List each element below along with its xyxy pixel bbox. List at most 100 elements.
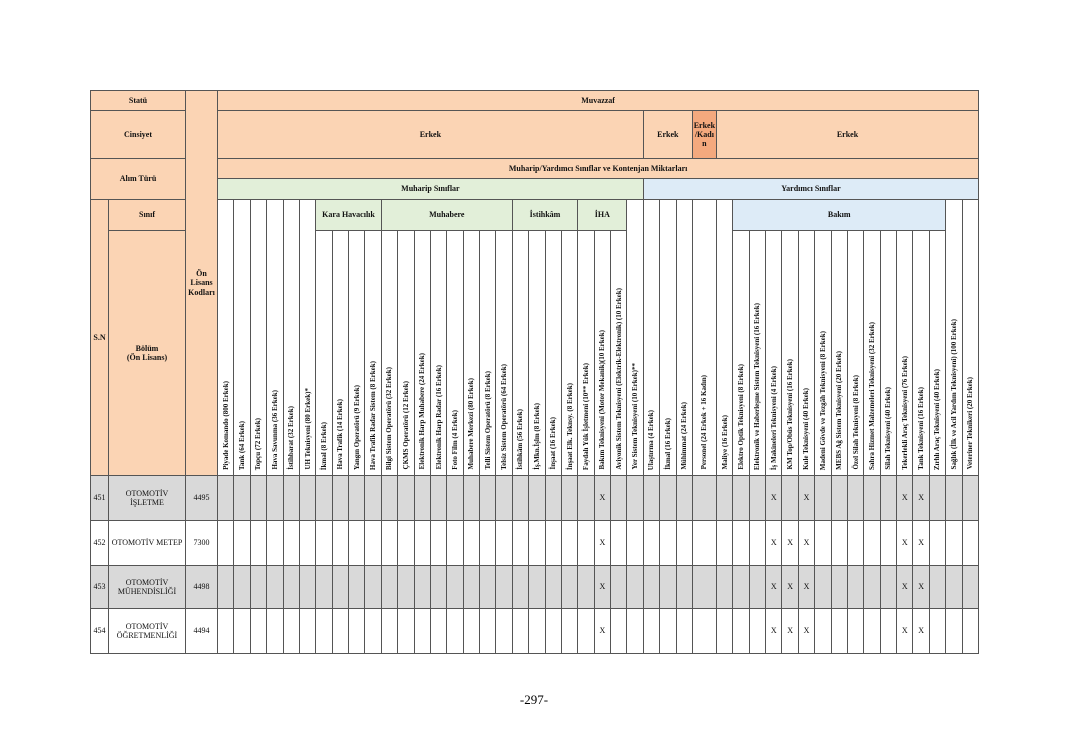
mark-cell [217,565,235,609]
mark-cell [675,520,693,566]
mark-cell [814,520,832,566]
mark-cell [462,520,481,566]
class-column: Tank Teknisyeni (16 Erkek) [912,230,930,476]
class-column: Maliye (16 Erkek) [715,199,734,476]
mark-cell [249,608,268,654]
mark-cell [863,608,881,654]
table-row: Bölüm (Ön Lisans) İkmal (8 Erkek) Hava Tra… [91,230,979,476]
mark-cell [233,608,251,654]
column-label: Muhabere Merkezi (80 Erkek) [467,378,476,470]
class-column: İstihbarat (32 Erkek) [282,199,300,476]
mark-cell [495,608,513,654]
mark-cell [846,565,865,609]
mark-cell [413,520,431,566]
class-column: Hava Trafik (14 Erkek) [331,230,350,476]
mark-cell: X [896,475,914,521]
column-label: Silah Teknisyeni (40 Erkek) [884,387,893,470]
program-cell: OTOMOTİV MÜHENDİSLİĞİ [107,565,187,609]
mark-cell [266,475,284,521]
mark-cell [626,565,644,609]
mark-cell [732,520,750,566]
mark-cell [928,608,947,654]
column-label: Zırhlı Araç Teknisyeni (40 Erkek) [933,368,942,470]
mark-cell [691,565,717,609]
mark-cell: X [593,520,612,566]
mark-cell [380,608,399,654]
column-label: Sağlık (İlk ve Acil Yardım Teknisyeni) (… [949,319,958,470]
mark-cell: X [797,608,816,654]
mark-cell [528,608,546,654]
column-label: Özel Silah Teknisyeni (8 Erkek) [851,375,860,470]
table-row: Muharip Sınıflar Yardımcı Sınıflar [91,178,980,200]
header-value: Muvazzaf [217,90,980,111]
class-column: Hava Trafik Radar Sistem (8 Erkek) [364,230,382,476]
mark-cell [830,565,848,609]
mark-cell [577,608,595,654]
mark-cell: X [797,565,816,609]
mark-cell [397,608,415,654]
column-label: Sahra Hizmet Malzemeleri Teknisyeni (32 … [867,321,876,470]
class-column: Tank (64 Erkek) [233,199,251,476]
mark-cell [315,475,333,521]
column-label: Piyade Komando (800 Erkek) [221,380,230,470]
column-label: Topçu (72 Erkek) [254,417,263,470]
class-column: Ulaştırma (4 Erkek) [642,199,661,476]
mark-cell: X [797,520,816,566]
mark-cell [691,520,717,566]
mark-cell [659,520,677,566]
column-label: Hava Trafik (14 Erkek) [336,399,345,470]
mark-cell [249,520,268,566]
class-column: Sağlık (İlk ve Acil Yardım Teknisyeni) (… [945,199,963,476]
mark-cell [544,520,562,566]
mark-cell [429,475,448,521]
mark-cell [691,608,717,654]
mark-cell [781,475,799,521]
mark-cell [642,608,661,654]
class-column: İstihkâm (56 Erkek) [511,230,530,476]
column-label: Telsiz Sistem Operatörü (64 Erkek) [500,363,509,470]
mark-cell [397,565,415,609]
table-row: 453 OTOMOTİV MÜHENDİSLİĞİ 4498 X X X X X X [90,565,980,609]
column-label: Elektronik ve Haberleşme Sistem Teknisye… [753,302,762,470]
mark-cell [675,475,693,521]
mark-cell [298,565,317,609]
code-cell: 4494 [185,608,219,654]
mark-cell: X [912,520,930,566]
mark-cell [331,520,350,566]
mark-cell [626,520,644,566]
class-column: Bakım Teknisyeni (Motor Mekanik)(10 Erke… [593,230,612,476]
class-column: UH Teknisyeni (80 Erkek)* [298,199,317,476]
mark-cell [961,475,980,521]
header-value: Muharip/Yardımcı Sınıflar ve Kontenjan M… [217,158,980,179]
mark-cell [945,520,963,566]
mark-cell [364,520,382,566]
program-cell: OTOMOTİV METEP [107,520,187,566]
mark-cell [846,475,865,521]
mark-cell [429,608,448,654]
class-column: İş Makineleri Teknisyeni (4 Erkek) [765,230,783,476]
quota-table: Statü Ön Lisans Kodları Muvazzaf Cinsiyet Er… [89,90,980,654]
mark-cell [560,475,579,521]
mark-cell: X [912,475,930,521]
mark-cell [846,608,865,654]
mark-cell [659,565,677,609]
column-label: Elektronik Harp Radar (16 Erkek) [434,365,443,470]
mark-cell: X [912,608,930,654]
class-column: Faydalı Yük İşletmeni (10** Erkek) [577,230,595,476]
mark-cell: X [765,565,783,609]
class-column: Sahra Hizmet Malzemeleri Teknisyeni (32 … [863,230,881,476]
mark-cell [511,475,530,521]
gender-cell: Erkek [715,110,980,159]
mark-cell [715,565,734,609]
mark-cell [364,565,382,609]
mark-cell: X [797,475,816,521]
mark-cell [961,565,980,609]
class-column: Silah Teknisyeni (40 Erkek) [879,230,898,476]
mark-cell [830,608,848,654]
mark-cell [610,520,628,566]
header-label: Alım Türü [89,158,187,200]
mark-cell [961,608,980,654]
class-column: İkmal (8 Erkek) [315,230,333,476]
mark-cell: X [765,608,783,654]
sn-cell: 454 [90,608,109,654]
